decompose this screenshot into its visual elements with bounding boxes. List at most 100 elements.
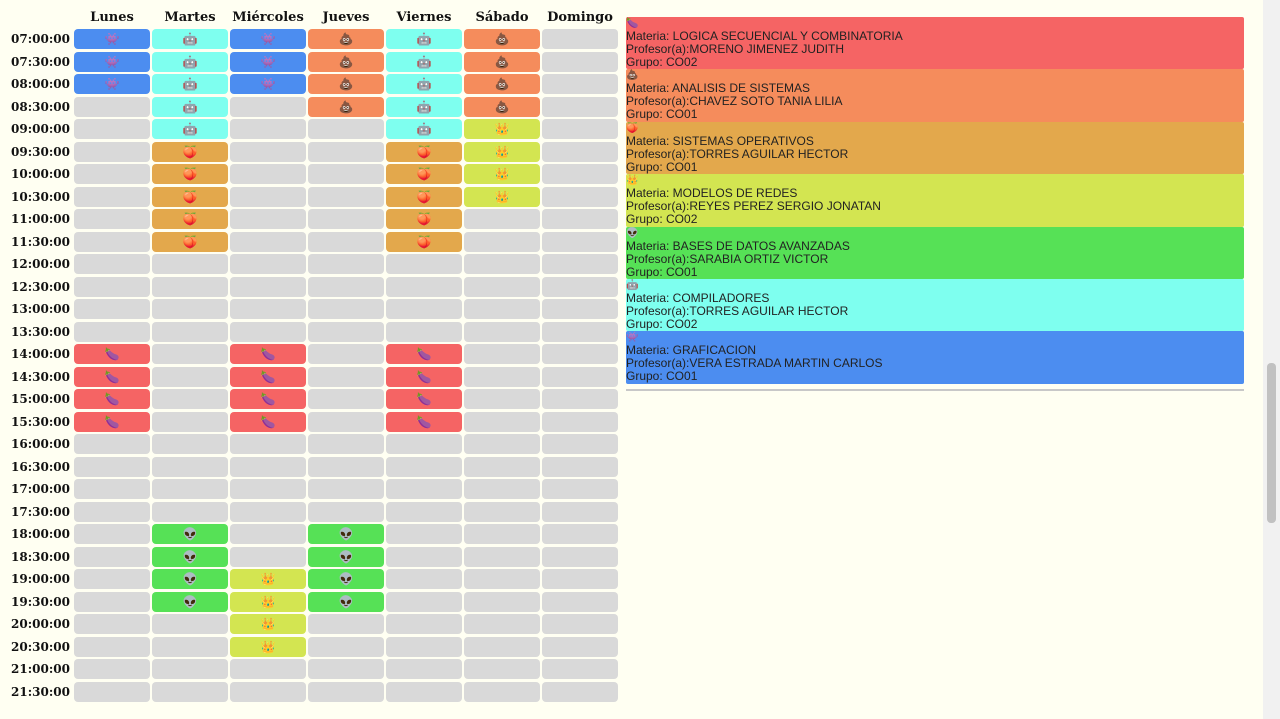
schedule-slot-empty[interactable] bbox=[74, 321, 150, 342]
schedule-slot-empty[interactable] bbox=[464, 321, 540, 342]
schedule-slot-empty[interactable] bbox=[230, 209, 306, 230]
schedule-slot-comp[interactable]: 🤖 bbox=[152, 119, 228, 140]
schedule-slot-empty[interactable] bbox=[74, 254, 150, 275]
schedule-slot-empty[interactable] bbox=[542, 389, 618, 410]
schedule-slot-empty[interactable] bbox=[230, 186, 306, 207]
schedule-slot-empty[interactable] bbox=[542, 164, 618, 185]
schedule-slot-empty[interactable] bbox=[152, 389, 228, 410]
schedule-slot-empty[interactable] bbox=[308, 276, 384, 297]
schedule-slot-empty[interactable] bbox=[542, 569, 618, 590]
schedule-slot-graf[interactable]: 👾 bbox=[74, 51, 150, 72]
schedule-slot-empty[interactable] bbox=[230, 659, 306, 680]
schedule-slot-empty[interactable] bbox=[74, 119, 150, 140]
schedule-slot-comp[interactable]: 🤖 bbox=[386, 96, 462, 117]
schedule-slot-empty[interactable] bbox=[308, 254, 384, 275]
schedule-slot-lsc[interactable]: 🍆 bbox=[230, 366, 306, 387]
schedule-slot-empty[interactable] bbox=[464, 524, 540, 545]
schedule-slot-empty[interactable] bbox=[308, 681, 384, 702]
schedule-slot-empty[interactable] bbox=[464, 501, 540, 522]
schedule-slot-empty[interactable] bbox=[464, 299, 540, 320]
schedule-slot-lsc[interactable]: 🍆 bbox=[386, 366, 462, 387]
schedule-slot-so[interactable]: 🍑 bbox=[386, 164, 462, 185]
schedule-slot-bda[interactable]: 👽 bbox=[308, 569, 384, 590]
schedule-slot-empty[interactable] bbox=[152, 636, 228, 657]
schedule-slot-empty[interactable] bbox=[308, 141, 384, 162]
schedule-slot-empty[interactable] bbox=[542, 254, 618, 275]
schedule-slot-lsc[interactable]: 🍆 bbox=[230, 389, 306, 410]
schedule-slot-empty[interactable] bbox=[542, 681, 618, 702]
schedule-slot-empty[interactable] bbox=[308, 411, 384, 432]
schedule-slot-empty[interactable] bbox=[386, 546, 462, 567]
schedule-slot-empty[interactable] bbox=[308, 659, 384, 680]
schedule-slot-graf[interactable]: 👾 bbox=[230, 29, 306, 50]
schedule-slot-empty[interactable] bbox=[230, 321, 306, 342]
schedule-slot-empty[interactable] bbox=[152, 681, 228, 702]
schedule-slot-empty[interactable] bbox=[464, 569, 540, 590]
schedule-slot-empty[interactable] bbox=[230, 96, 306, 117]
schedule-slot-empty[interactable] bbox=[386, 569, 462, 590]
schedule-slot-empty[interactable] bbox=[542, 456, 618, 477]
schedule-slot-empty[interactable] bbox=[230, 254, 306, 275]
schedule-slot-graf[interactable]: 👾 bbox=[230, 51, 306, 72]
schedule-slot-so[interactable]: 🍑 bbox=[152, 231, 228, 252]
schedule-slot-empty[interactable] bbox=[308, 164, 384, 185]
schedule-slot-empty[interactable] bbox=[152, 366, 228, 387]
schedule-slot-empty[interactable] bbox=[542, 51, 618, 72]
schedule-slot-so[interactable]: 🍑 bbox=[386, 209, 462, 230]
schedule-slot-lsc[interactable]: 🍆 bbox=[386, 389, 462, 410]
schedule-slot-empty[interactable] bbox=[386, 254, 462, 275]
scrollbar-thumb[interactable] bbox=[1267, 363, 1276, 523]
schedule-slot-comp[interactable]: 🤖 bbox=[152, 29, 228, 50]
schedule-slot-empty[interactable] bbox=[152, 276, 228, 297]
schedule-slot-empty[interactable] bbox=[542, 231, 618, 252]
schedule-slot-empty[interactable] bbox=[542, 209, 618, 230]
schedule-slot-graf[interactable]: 👾 bbox=[74, 29, 150, 50]
schedule-slot-so[interactable]: 🍑 bbox=[386, 186, 462, 207]
schedule-slot-as[interactable]: 💩 bbox=[308, 96, 384, 117]
schedule-slot-so[interactable]: 🍑 bbox=[152, 209, 228, 230]
schedule-slot-comp[interactable]: 🤖 bbox=[152, 51, 228, 72]
schedule-slot-empty[interactable] bbox=[542, 321, 618, 342]
schedule-slot-empty[interactable] bbox=[542, 659, 618, 680]
schedule-slot-empty[interactable] bbox=[74, 636, 150, 657]
schedule-slot-empty[interactable] bbox=[74, 681, 150, 702]
schedule-slot-empty[interactable] bbox=[464, 546, 540, 567]
schedule-slot-lsc[interactable]: 🍆 bbox=[74, 411, 150, 432]
scrollbar-track[interactable] bbox=[1263, 0, 1280, 719]
schedule-slot-empty[interactable] bbox=[230, 119, 306, 140]
schedule-slot-empty[interactable] bbox=[542, 74, 618, 95]
schedule-slot-empty[interactable] bbox=[386, 501, 462, 522]
schedule-slot-comp[interactable]: 🤖 bbox=[386, 51, 462, 72]
schedule-slot-empty[interactable] bbox=[542, 276, 618, 297]
schedule-slot-empty[interactable] bbox=[464, 344, 540, 365]
schedule-slot-empty[interactable] bbox=[464, 456, 540, 477]
schedule-slot-lsc[interactable]: 🍆 bbox=[386, 411, 462, 432]
schedule-slot-as[interactable]: 💩 bbox=[308, 29, 384, 50]
schedule-slot-empty[interactable] bbox=[542, 299, 618, 320]
schedule-slot-empty[interactable] bbox=[74, 501, 150, 522]
schedule-slot-so[interactable]: 🍑 bbox=[152, 141, 228, 162]
schedule-slot-empty[interactable] bbox=[464, 254, 540, 275]
schedule-slot-lsc[interactable]: 🍆 bbox=[386, 344, 462, 365]
schedule-slot-empty[interactable] bbox=[386, 479, 462, 500]
schedule-slot-bda[interactable]: 👽 bbox=[308, 591, 384, 612]
schedule-slot-empty[interactable] bbox=[74, 456, 150, 477]
schedule-slot-empty[interactable] bbox=[74, 569, 150, 590]
schedule-slot-empty[interactable] bbox=[464, 231, 540, 252]
schedule-slot-so[interactable]: 🍑 bbox=[386, 141, 462, 162]
schedule-slot-empty[interactable] bbox=[74, 546, 150, 567]
schedule-slot-empty[interactable] bbox=[386, 276, 462, 297]
schedule-slot-empty[interactable] bbox=[464, 411, 540, 432]
schedule-slot-so[interactable]: 🍑 bbox=[152, 186, 228, 207]
schedule-slot-mr[interactable]: 👑 bbox=[230, 614, 306, 635]
schedule-slot-empty[interactable] bbox=[308, 434, 384, 455]
schedule-slot-lsc[interactable]: 🍆 bbox=[74, 366, 150, 387]
schedule-slot-comp[interactable]: 🤖 bbox=[152, 96, 228, 117]
schedule-slot-empty[interactable] bbox=[74, 434, 150, 455]
schedule-slot-empty[interactable] bbox=[230, 546, 306, 567]
schedule-slot-empty[interactable] bbox=[464, 636, 540, 657]
schedule-slot-empty[interactable] bbox=[542, 141, 618, 162]
schedule-slot-empty[interactable] bbox=[386, 636, 462, 657]
schedule-slot-empty[interactable] bbox=[152, 614, 228, 635]
schedule-slot-empty[interactable] bbox=[152, 321, 228, 342]
